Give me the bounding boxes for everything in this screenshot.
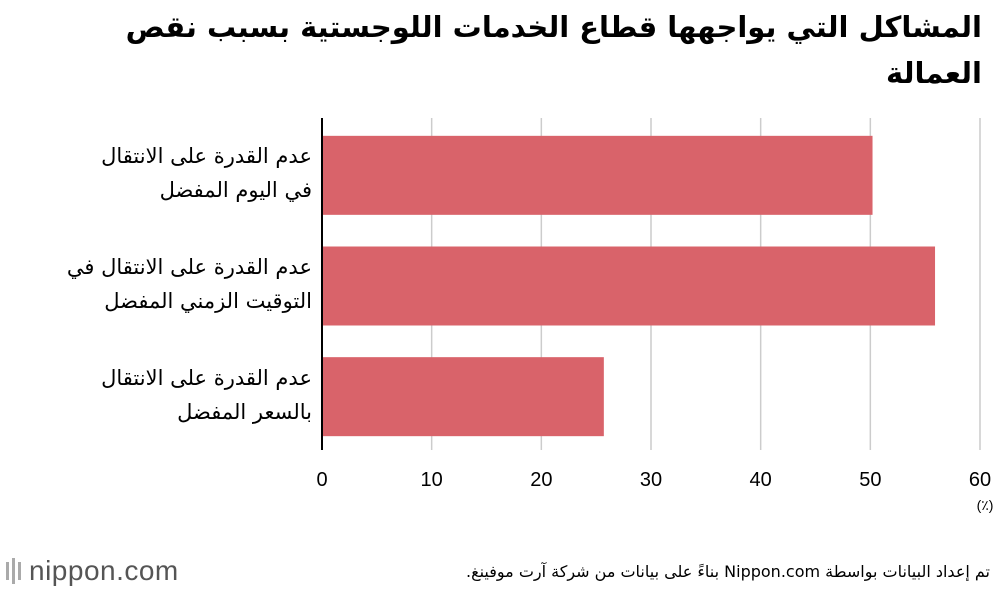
- category-label-line: في اليوم المفضل: [159, 178, 312, 203]
- category-label-3: عدم القدرة على الانتقال بالسعر المفضل: [0, 361, 312, 429]
- chart-title: المشاكل التي يواجهها قطاع الخدمات اللوجس…: [125, 10, 982, 90]
- x-tick-label-20: 20: [530, 469, 552, 491]
- category-label-2: عدم القدرة على الانتقال في التوقيت الزمني…: [0, 250, 312, 318]
- logo-text: nippon.com: [29, 555, 179, 586]
- category-label-line: عدم القدرة على الانتقال: [101, 144, 312, 169]
- category-label-line: التوقيت الزمني المفضل: [104, 289, 312, 313]
- x-tick-label-30: 30: [640, 469, 662, 491]
- unit-label: (٪): [977, 497, 994, 513]
- x-tick-label-50: 50: [859, 469, 881, 491]
- category-label-line: بالسعر المفضل: [177, 399, 312, 424]
- category-label-1: عدم القدرة على الانتقال في اليوم المفضل: [0, 139, 312, 207]
- bar-2: [322, 246, 936, 326]
- x-tick-label-40: 40: [750, 469, 772, 491]
- bar-3: [322, 357, 604, 437]
- category-label-line: عدم القدرة على الانتقال في: [66, 255, 312, 279]
- nippon-logo: nippon.com: [6, 553, 179, 589]
- x-tick-label-10: 10: [421, 469, 443, 491]
- x-tick-label-60: 60: [969, 469, 991, 491]
- category-label-line: عدم القدرة على الانتقال: [101, 365, 312, 390]
- bar-1: [322, 135, 873, 215]
- logo-mark-icon: [6, 558, 21, 584]
- x-tick-label-0: 0: [316, 469, 327, 491]
- source-note: تم إعداد البيانات بواسطة Nippon.com بناء…: [465, 562, 990, 581]
